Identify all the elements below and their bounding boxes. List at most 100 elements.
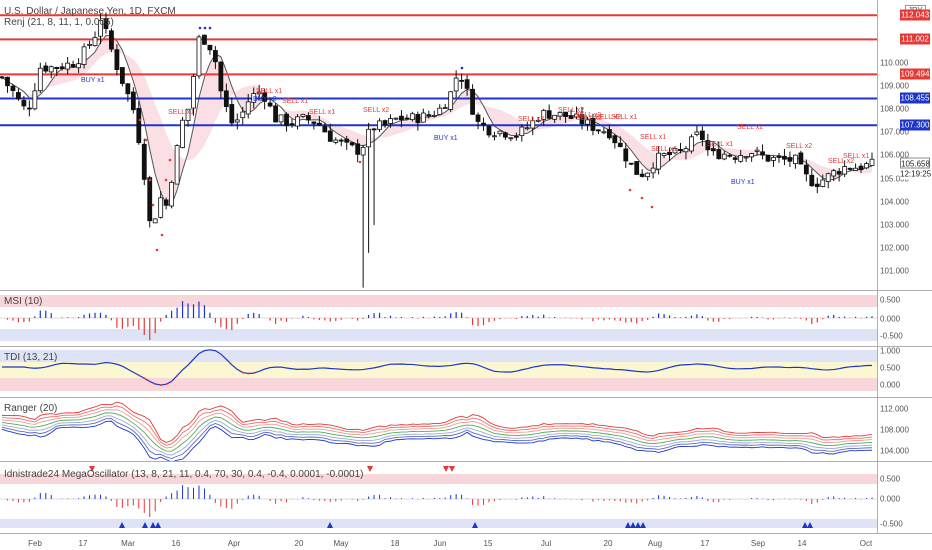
pane-divider[interactable] <box>0 397 932 398</box>
symbol-title: U.S. Dollar / Japanese Yen, 1D, FXCM <box>4 6 176 17</box>
candle-body <box>65 62 71 70</box>
candle-body <box>585 119 590 125</box>
candle-body <box>81 46 87 65</box>
candle-body <box>524 127 530 130</box>
ranger-pane[interactable] <box>0 398 877 461</box>
candle-body <box>776 155 782 158</box>
sell-label: SELL x1 <box>168 109 194 116</box>
buy-arrow-marker <box>327 522 333 528</box>
candle-body <box>234 119 240 123</box>
price-tick-label: 105.000 <box>880 174 909 184</box>
candle-body <box>502 132 508 138</box>
candle-body <box>650 167 656 174</box>
candle-body <box>656 152 662 170</box>
msi-pane[interactable] <box>0 291 877 346</box>
sell-label: SELL x1 <box>843 153 869 160</box>
price-scale[interactable]: JPY <box>877 0 932 290</box>
tdi-pane[interactable] <box>0 347 877 397</box>
tdi-tick-label: 0.500 <box>880 363 901 373</box>
candle-body <box>152 218 158 224</box>
candle-body <box>869 158 875 166</box>
tdi-tick-label: 1.000 <box>880 346 901 356</box>
msi-scale[interactable] <box>877 291 932 346</box>
level-price-badge: 107.300 <box>900 119 930 131</box>
pane-divider[interactable] <box>0 533 932 534</box>
tdi-bear-point <box>176 374 179 377</box>
candle-body <box>792 154 798 164</box>
buy-arrow-marker <box>119 522 125 528</box>
candle-body <box>825 173 831 182</box>
sell-label: SELL x1 <box>309 109 335 116</box>
pane-divider[interactable] <box>0 290 932 291</box>
tdi-mid-zone <box>0 362 877 378</box>
signal-dot <box>144 138 148 142</box>
price-pane[interactable]: SELL x1 SELL x1 SELL x1 SELL x1 SELL x2 SELL … <box>0 0 877 290</box>
tdi-line <box>2 349 873 386</box>
candle-body <box>284 113 289 126</box>
candle-body <box>705 140 711 151</box>
ranger-scale[interactable] <box>877 398 932 461</box>
candle-body <box>557 112 563 117</box>
time-axis[interactable]: Feb 17 Mar 16 Apr 20 May 18 Jun 15 Jul 20 Aug 17 Sep 14… <box>0 534 877 550</box>
candle-body <box>87 43 92 46</box>
candle-body <box>278 114 284 123</box>
candle-body <box>628 162 634 165</box>
buy-arrow-marker <box>807 522 813 528</box>
candle-body <box>552 114 558 120</box>
signal-dot <box>160 233 164 237</box>
candle-body <box>98 19 103 37</box>
price-tick-label: 109.000 <box>880 81 909 91</box>
candle-body <box>327 130 333 142</box>
candle-body <box>710 148 716 152</box>
price-tick-label: 102.000 <box>880 243 909 253</box>
sell-arrow-marker <box>89 466 95 472</box>
price-tick-label: 106.000 <box>880 150 909 160</box>
candle-body <box>371 128 377 131</box>
buy-arrow-marker <box>630 522 636 528</box>
mega-pane[interactable] <box>0 462 877 533</box>
candle-body <box>54 67 60 70</box>
time-tick-label: Jun <box>433 539 447 548</box>
mega-tick-label: 0.000 <box>880 494 901 504</box>
candle-body <box>645 172 651 178</box>
candle-body <box>683 148 689 153</box>
candle-body <box>256 91 262 95</box>
candle-body <box>180 119 185 148</box>
signal-dot <box>138 118 142 122</box>
pane-divider[interactable] <box>0 461 932 462</box>
candle-body <box>333 139 339 143</box>
sell-label: SELL x1 <box>651 146 677 153</box>
candle-body <box>617 142 623 148</box>
tdi-scale[interactable] <box>877 347 932 397</box>
time-tick-label: 17 <box>700 539 710 548</box>
signal-dot <box>148 178 152 182</box>
candle-body <box>26 107 32 110</box>
signal-dot <box>198 26 202 30</box>
msi-chart <box>0 295 877 341</box>
price-tick-label: 110.000 <box>880 58 909 68</box>
oversold-zone <box>0 329 877 341</box>
candle-body <box>382 120 388 126</box>
candle-body <box>667 151 672 156</box>
candle-body <box>360 146 366 156</box>
pane-divider[interactable] <box>0 346 932 347</box>
time-tick-label: Jul <box>540 539 552 548</box>
candle-body <box>169 181 175 207</box>
candle-body <box>563 111 568 117</box>
candle-body <box>820 179 826 187</box>
candle-body <box>754 149 760 152</box>
candle-body <box>437 107 443 116</box>
candle-body <box>760 151 765 156</box>
ranger-band <box>1 401 873 444</box>
candle-body <box>229 104 235 124</box>
candle-body <box>574 113 579 118</box>
price-tick-label: 103.000 <box>880 220 909 230</box>
price-tick-label: 101.000 <box>880 266 909 276</box>
candle-body <box>716 149 722 160</box>
mega-upper-zone <box>0 474 877 484</box>
candle-body <box>721 153 727 160</box>
sell-label: SELL x2 <box>518 116 544 123</box>
candle-body <box>393 117 399 120</box>
mega-scale[interactable] <box>877 462 932 533</box>
candle-body <box>295 116 300 127</box>
